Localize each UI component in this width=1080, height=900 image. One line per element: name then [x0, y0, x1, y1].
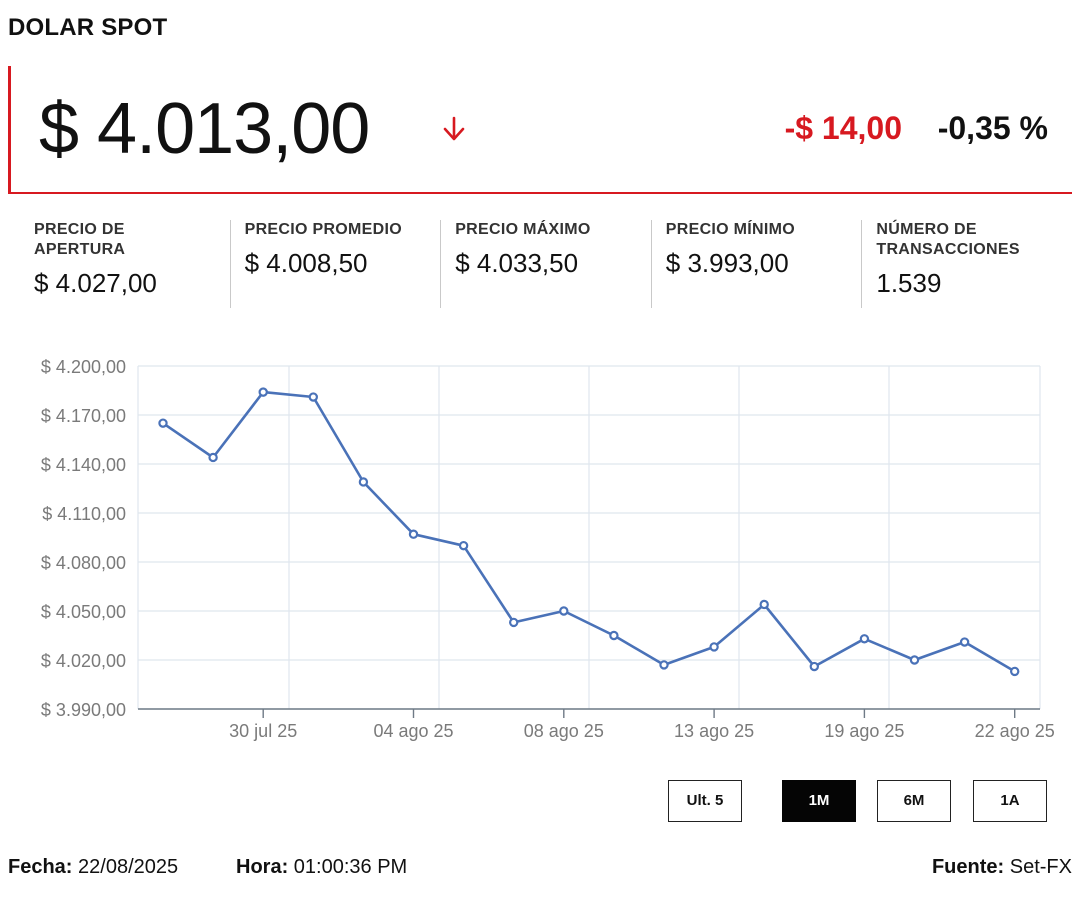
data-point: [659, 660, 669, 670]
data-point: [358, 477, 369, 487]
data-point: [258, 387, 268, 397]
y-tick-label: $ 3.990,00: [41, 700, 126, 720]
arrow-down-icon: [443, 116, 465, 141]
y-tick-label: $ 4.110,00: [42, 504, 126, 524]
price-change-absolute: -$ 14,00: [784, 110, 902, 146]
stat-label: NÚMERO DE TRANSACCIONES: [876, 221, 1020, 258]
data-point: [609, 630, 619, 641]
range-button-1a[interactable]: 1A: [973, 780, 1047, 822]
data-point: [158, 418, 168, 428]
range-button-6m[interactable]: 6M: [877, 780, 951, 822]
stat-max-price: PRECIO MÁXIMO $ 4.033,50: [440, 220, 651, 308]
stats-row: PRECIO DE APERTURA $ 4.027,00 PRECIO PRO…: [20, 220, 1072, 308]
footer-source: Fuente: Set-FX: [932, 856, 1072, 879]
data-point: [308, 392, 318, 402]
stat-value: 1.539: [876, 268, 942, 298]
price-chart: $ 3.990,00 $ 4.020,00 $ 4.050,00 $ 4.080,00…: [0, 340, 1080, 760]
data-point: [959, 637, 970, 647]
price-summary: $ 4.013,00 -$ 14,00 -0,35 %: [8, 66, 1072, 194]
stat-label: PRECIO PROMEDIO: [244, 221, 402, 238]
data-point: [408, 529, 419, 539]
stat-label: PRECIO MÁXIMO: [455, 221, 591, 238]
y-tick-label: $ 4.080,00: [41, 553, 126, 573]
page-title: DOLAR SPOT: [8, 14, 168, 41]
x-tick-label: 22 ago 25: [975, 721, 1055, 741]
stat-value: $ 3.993,00: [665, 248, 789, 278]
y-tick-label: $ 4.170,00: [41, 406, 126, 426]
footer-date-label: Fecha:: [8, 856, 73, 878]
current-price: $ 4.013,00: [39, 89, 370, 169]
footer: Fecha: 22/08/2025 Hora: 01:00:36 PM Fuen…: [8, 856, 1072, 884]
data-point: [208, 452, 218, 463]
data-point: [859, 634, 870, 644]
stat-value: $ 4.008,50: [244, 248, 368, 278]
y-tick-label: $ 4.050,00: [41, 602, 126, 622]
range-button-1m[interactable]: 1M: [782, 780, 856, 822]
footer-source-value: Set-FX: [1009, 856, 1072, 878]
x-tick-label: 04 ago 25: [373, 721, 453, 741]
data-point: [709, 642, 719, 652]
data-point: [809, 661, 820, 672]
stat-min-price: PRECIO MÍNIMO $ 3.993,00: [650, 220, 862, 308]
footer-source-label: Fuente:: [931, 856, 1005, 878]
x-tick-label: 19 ago 25: [824, 721, 904, 741]
stat-opening-price: PRECIO DE APERTURA $ 4.027,00: [20, 220, 230, 308]
y-tick-label: $ 4.200,00: [41, 357, 126, 377]
stat-value: $ 4.033,50: [455, 248, 579, 278]
x-tick-label: 30 jul 25: [229, 721, 297, 741]
stat-value: $ 4.027,00: [34, 268, 157, 298]
data-point: [509, 617, 519, 628]
range-button-last5[interactable]: Ult. 5: [668, 780, 742, 822]
y-tick-label: $ 4.020,00: [41, 651, 126, 671]
y-tick-label: $ 4.140,00: [41, 455, 126, 475]
footer-time: Hora: 01:00:36 PM: [236, 856, 407, 879]
data-point: [909, 655, 920, 665]
series-line: [161, 390, 1017, 673]
data-point: [458, 540, 469, 551]
stat-average-price: PRECIO PROMEDIO $ 4.008,50: [229, 220, 441, 308]
x-tick-label: 13 ago 25: [674, 721, 754, 741]
footer-date-value: 22/08/2025: [78, 856, 179, 878]
data-point: [759, 599, 769, 610]
stat-transactions: NÚMERO DE TRANSACCIONES 1.539: [861, 220, 1072, 308]
stat-label: PRECIO MÍNIMO: [665, 221, 796, 238]
price-change-percent: -0,35 %: [937, 110, 1048, 146]
x-tick-label: 08 ago 25: [524, 721, 604, 741]
data-point: [559, 606, 569, 616]
footer-time-value: 01:00:36 PM: [293, 856, 408, 878]
data-point: [1010, 666, 1020, 677]
footer-date: Fecha: 22/08/2025: [8, 856, 178, 879]
price-chart-svg: $ 3.990,00 $ 4.020,00 $ 4.050,00 $ 4.080,00…: [41, 357, 1055, 741]
range-selector: Ult. 5 1M 6M 1A: [668, 780, 1048, 822]
footer-time-label: Hora:: [236, 856, 289, 878]
stat-label: PRECIO DE APERTURA: [34, 221, 126, 258]
